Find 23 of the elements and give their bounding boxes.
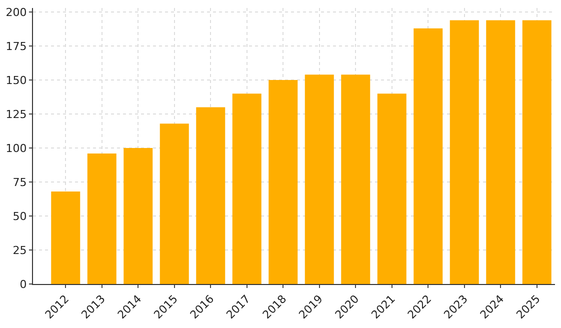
bar [124,148,153,284]
y-tick-label: 125 [6,108,27,121]
bar [450,20,479,284]
bar [268,80,298,284]
bar [196,107,226,284]
bar [51,192,80,284]
y-tick-label: 50 [12,210,27,223]
bar [232,94,262,284]
bar [377,94,406,284]
bar [87,153,116,284]
y-tick-label: 75 [12,176,27,189]
y-tick-label: 175 [6,40,27,53]
y-tick-label: 200 [6,6,27,19]
bar [341,74,370,284]
y-tick-label: 0 [20,278,27,291]
bar [304,74,334,284]
bar [414,28,443,284]
y-tick-label: 150 [6,74,27,87]
bar [486,20,516,284]
bar [160,124,189,284]
y-tick-label: 100 [6,142,27,155]
bar [522,20,552,284]
y-tick-label: 25 [12,244,27,257]
